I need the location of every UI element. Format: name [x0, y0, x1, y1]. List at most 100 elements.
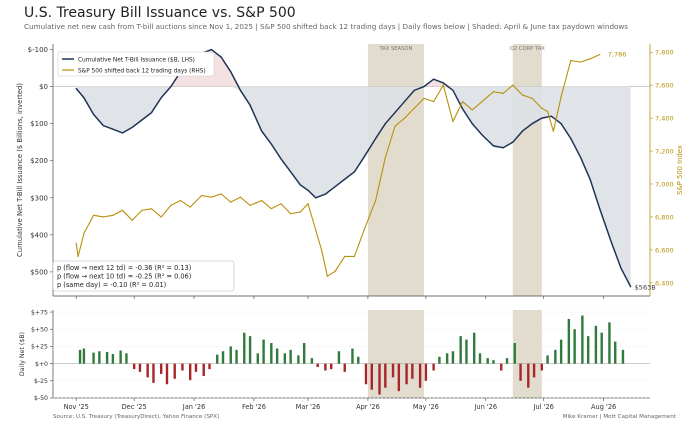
issuance-point	[423, 86, 425, 88]
flow-bar	[357, 356, 360, 364]
flow-bar	[451, 351, 455, 364]
issuance-point	[160, 97, 162, 99]
flow-bar	[337, 351, 341, 364]
flow-bar	[235, 349, 238, 364]
spx-point	[239, 196, 242, 198]
flow-bar	[289, 349, 292, 364]
right-tick-label: 6,600	[655, 246, 674, 254]
flow-bar	[194, 363, 198, 372]
issuance-point	[521, 130, 524, 132]
spx-point	[112, 214, 114, 216]
flow-bar	[343, 363, 346, 372]
spx-line	[75, 54, 600, 278]
issuance-point	[481, 134, 483, 136]
issuance-point	[280, 158, 282, 160]
stats-box-frame	[52, 260, 235, 292]
flow-bar	[546, 355, 549, 364]
flow-bar	[173, 363, 176, 379]
flow-bar	[492, 360, 495, 364]
flow-bar	[119, 350, 122, 364]
flow-bar	[445, 353, 449, 364]
issuance-point	[239, 89, 242, 91]
issuance-point	[210, 48, 213, 51]
spx-point	[452, 120, 454, 123]
spx-point	[131, 219, 133, 221]
spx-point	[201, 194, 203, 197]
flow-bar	[92, 352, 95, 364]
flow-bar	[486, 358, 489, 364]
stats-line: p (flow → next 12 td) = -0.36 (R² = 0.13…	[57, 264, 191, 272]
flow-bar	[152, 363, 155, 383]
issuance-point	[531, 123, 533, 125]
spx-point	[320, 249, 323, 251]
spx-point	[77, 255, 79, 258]
left-tick-label: $400	[30, 231, 48, 239]
flow-bar	[275, 348, 279, 364]
spx-point	[261, 199, 263, 202]
flow-bar	[378, 363, 381, 395]
spx-point	[102, 216, 104, 218]
issuance-point	[220, 56, 222, 58]
flow-bar	[573, 329, 576, 364]
issuance-point	[102, 124, 104, 127]
issuance-point	[112, 128, 114, 130]
x-tick-label: Mar '26	[296, 403, 321, 411]
issuance-line	[75, 48, 632, 288]
spx-point	[531, 97, 533, 99]
spx-point	[280, 203, 282, 205]
flow-bar	[111, 354, 115, 364]
right-tick-label: 6,800	[655, 213, 674, 221]
issuance-point	[261, 130, 263, 132]
spx-point	[121, 209, 124, 211]
flow-bar	[188, 363, 192, 381]
legend-box	[57, 51, 215, 77]
left-tick-label: $200	[30, 157, 48, 165]
flow-bar	[283, 353, 287, 364]
right-tick-label: 7,200	[655, 148, 674, 156]
spx-point	[492, 91, 495, 93]
issuance-point	[442, 82, 444, 84]
spx-point	[442, 84, 444, 86]
flow-bar	[256, 353, 259, 364]
issuance-point	[92, 113, 95, 116]
issuance-point	[502, 147, 504, 149]
issuance-point	[541, 117, 543, 119]
issuance-point	[599, 208, 601, 210]
issuance-point	[492, 145, 495, 147]
spx-point	[570, 59, 572, 62]
flow-y-tick-label: $+0	[35, 361, 48, 368]
flow-bar	[202, 363, 205, 376]
x-tick-label: Aug '26	[591, 403, 616, 411]
flow-bar	[82, 348, 86, 364]
flow-bar	[216, 354, 219, 364]
spx-point	[141, 209, 143, 211]
issuance-point	[570, 137, 572, 140]
right-tick-label: 7,400	[655, 115, 674, 123]
flow-bar	[132, 363, 136, 370]
flow-bar	[540, 363, 544, 371]
flow-y-tick-label: $+50	[31, 326, 48, 333]
issuance-point	[461, 108, 464, 110]
issuance-point	[394, 111, 396, 114]
issuance-point	[353, 171, 355, 173]
flow-bar	[608, 322, 611, 364]
flow-bar	[465, 339, 468, 364]
left-tick-label: $100	[30, 120, 48, 128]
flow-bar	[600, 332, 603, 364]
flow-bar	[221, 351, 225, 364]
spx-point	[560, 96, 562, 98]
flow-bar	[310, 358, 314, 364]
flow-axis-title: Daily Net ($B)	[19, 332, 26, 376]
flow-bar	[567, 318, 571, 364]
spx-point	[552, 130, 554, 132]
flow-bar	[505, 358, 509, 364]
right-tick-label: 7,600	[655, 82, 674, 90]
stats-box: p (flow → next 12 td) = -0.36 (R² = 0.13…	[52, 260, 235, 292]
flow-bar	[229, 346, 232, 364]
spx-point	[189, 206, 191, 208]
spx-point	[394, 125, 396, 127]
issuance-point	[150, 111, 153, 114]
flow-bar	[594, 325, 598, 364]
spx-point	[344, 255, 346, 258]
